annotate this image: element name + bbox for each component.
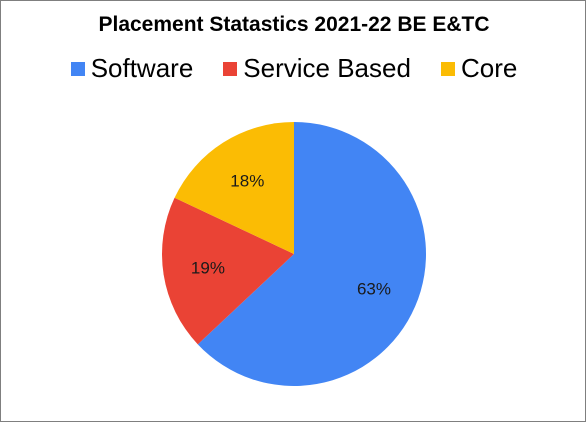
legend-label-software: Software [90,53,194,83]
legend-item-service-based: Service Based [223,53,411,84]
legend-label-core: Core [460,53,518,83]
pie-label-software: 63% [357,280,391,299]
legend-item-software: Software [70,53,194,84]
legend-item-core: Core [440,53,518,84]
pie-slice-core [174,122,294,254]
legend-label-service-based: Service Based [243,53,411,83]
pie-label-core: 18% [230,171,264,190]
chart-legend: Software Service Based Core [1,53,586,84]
legend-swatch-core [440,61,455,76]
legend-swatch-service-based [223,61,238,76]
pie-label-service-based: 19% [191,259,225,278]
pie-slice-software [197,122,427,387]
pie-slice-service-based [161,197,294,345]
chart-title: Placement Statastics 2021-22 BE E&TC [98,13,490,36]
legend-swatch-software [70,61,85,76]
